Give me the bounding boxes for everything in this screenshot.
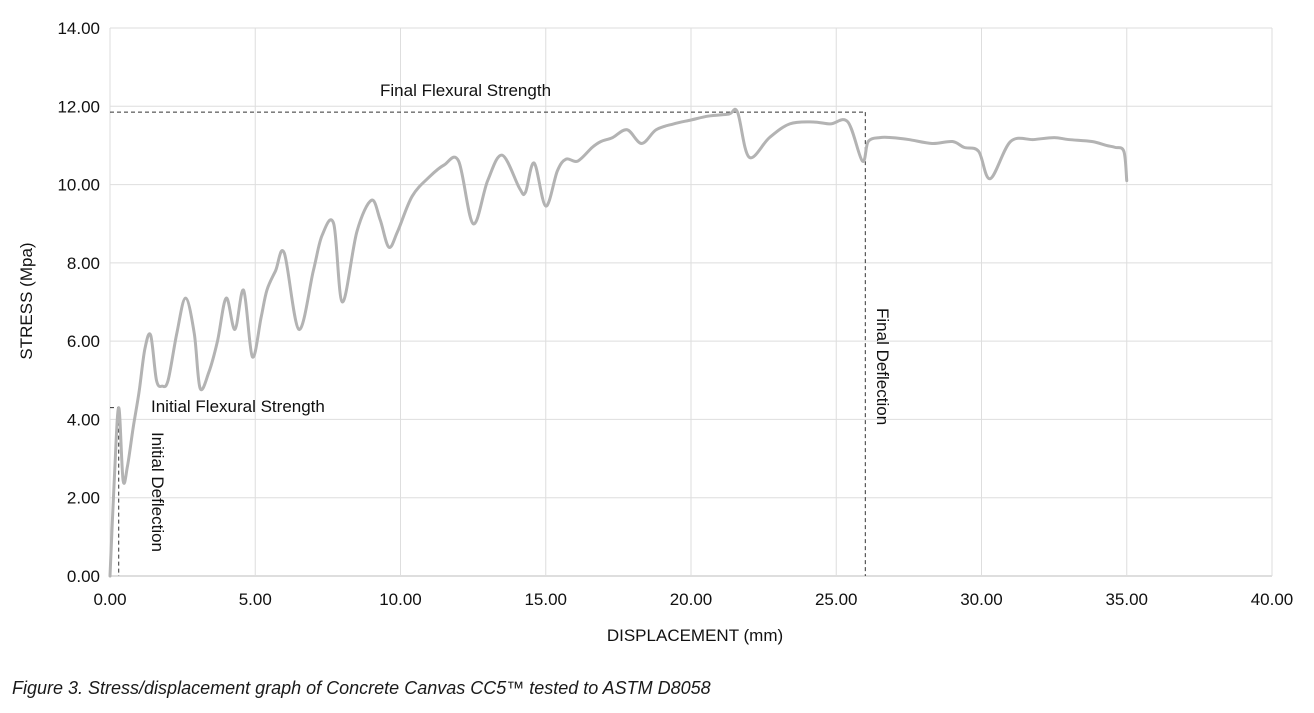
y-tick-label: 0.00 <box>67 567 100 586</box>
annotation-final-deflection: Final Deflection <box>873 308 892 425</box>
x-tick-label: 40.00 <box>1251 590 1294 609</box>
x-tick-label: 25.00 <box>815 590 858 609</box>
x-tick-label: 20.00 <box>670 590 713 609</box>
y-tick-label: 14.00 <box>57 19 100 38</box>
y-tick-label: 6.00 <box>67 332 100 351</box>
x-axis-title: DISPLACEMENT (mm) <box>607 626 783 645</box>
x-tick-label: 5.00 <box>239 590 272 609</box>
y-tick-label: 10.00 <box>57 176 100 195</box>
annotation-initial-flexural-strength: Initial Flexural Strength <box>151 397 325 416</box>
x-tick-label: 10.00 <box>379 590 422 609</box>
y-tick-label: 2.00 <box>67 489 100 508</box>
y-tick-label: 4.00 <box>67 410 100 429</box>
figure-caption: Figure 3. Stress/displacement graph of C… <box>12 678 711 698</box>
annotation-initial-deflection: Initial Deflection <box>148 432 167 552</box>
series-line <box>108 107 1129 578</box>
stress-displacement-chart: 0.00 2.00 4.00 6.00 8.00 10.00 12.00 14.00 0.00 5… <box>17 19 1293 645</box>
tick-labels: 0.00 2.00 4.00 6.00 8.00 10.00 12.00 14.00 0.00 5… <box>57 19 1293 609</box>
series-layer <box>108 107 1129 578</box>
x-tick-label: 30.00 <box>960 590 1003 609</box>
y-axis-title: STRESS (Mpa) <box>17 242 36 359</box>
y-tick-label: 8.00 <box>67 254 100 273</box>
x-tick-label: 35.00 <box>1105 590 1148 609</box>
x-tick-label: 15.00 <box>524 590 567 609</box>
annotation-final-flexural-strength: Final Flexural Strength <box>380 81 551 100</box>
grid <box>109 27 1273 577</box>
y-tick-label: 12.00 <box>57 97 100 116</box>
x-tick-label: 0.00 <box>93 590 126 609</box>
